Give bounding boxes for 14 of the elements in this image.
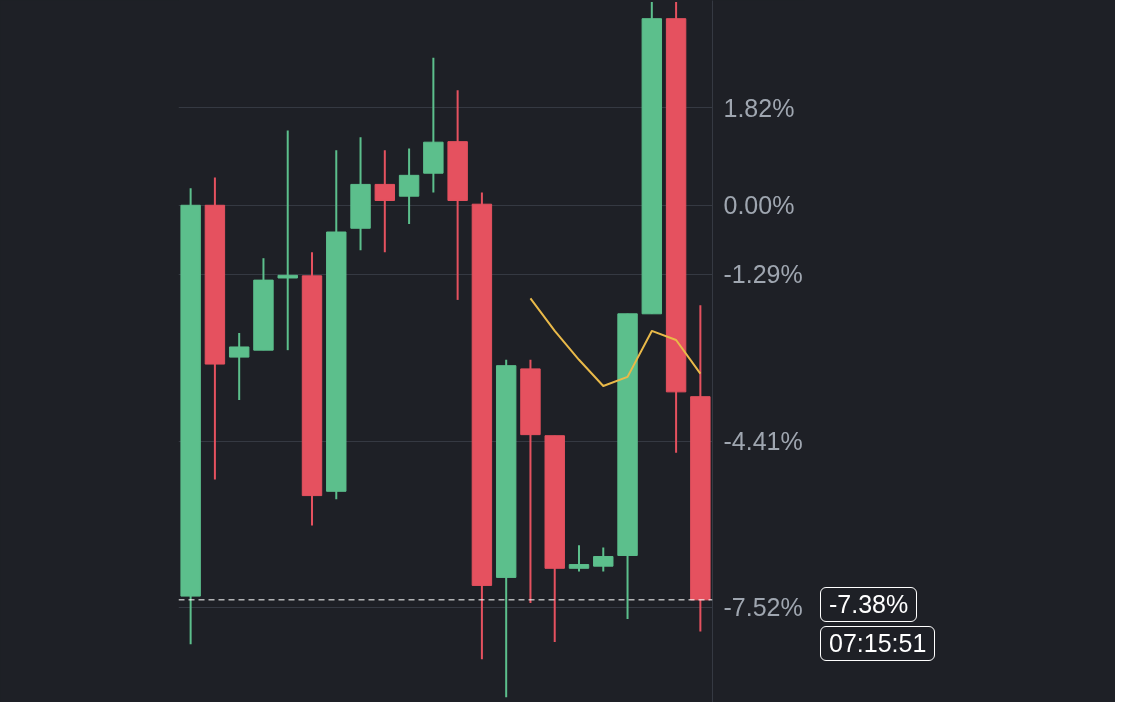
- y-tick-label: 0.00%: [723, 191, 795, 220]
- candlestick: [228, 332, 250, 401]
- candlestick: [593, 546, 614, 573]
- text: 07:15:51: [820, 626, 936, 661]
- candlestick: [277, 129, 298, 352]
- y-tick-label: 1.82%: [723, 93, 795, 122]
- y-tick-label: -7.52%: [723, 593, 803, 622]
- candlestick: [398, 147, 420, 225]
- candlestick: [374, 149, 396, 254]
- ref-label: -7.38%: [820, 587, 918, 622]
- line-series: [529, 297, 702, 387]
- y-tick-label: -1.29%: [723, 260, 803, 289]
- y-tick-label: -4.41%: [723, 427, 803, 456]
- candlestick: [568, 544, 590, 573]
